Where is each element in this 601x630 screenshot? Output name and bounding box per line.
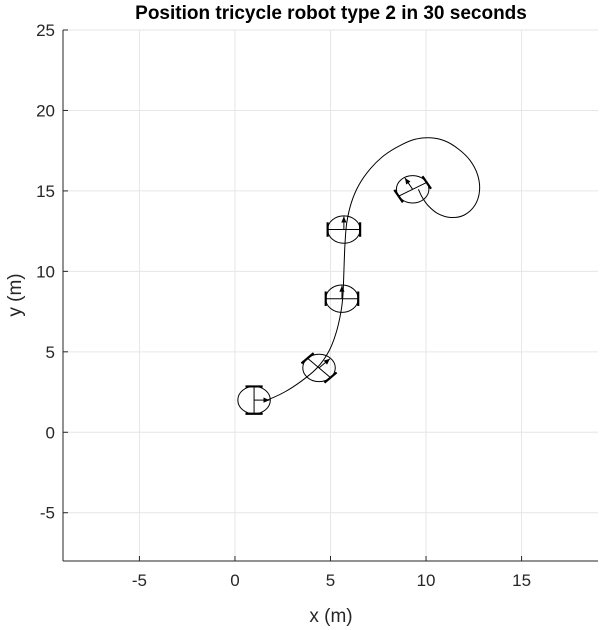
robot-heading-arrowhead	[339, 285, 345, 292]
robot-wheel	[323, 371, 338, 384]
y-tick-label: 0	[46, 423, 55, 442]
robot-pose-marker	[324, 284, 360, 313]
y-tick-label: 10	[36, 262, 55, 281]
x-tick-label: 10	[417, 571, 436, 590]
y-tick-label: -5	[40, 504, 55, 523]
x-tick-label: -5	[132, 571, 147, 590]
axes	[62, 29, 598, 562]
robot-heading-arrowhead	[404, 178, 411, 185]
robot-body-circle	[302, 353, 336, 383]
chart-title: Position tricycle robot type 2 in 30 sec…	[135, 3, 527, 24]
x-tick-label: 5	[326, 571, 335, 590]
trajectory-line	[267, 137, 481, 401]
robot-pose-marker	[393, 175, 432, 204]
robot-pose-marker	[326, 215, 362, 244]
y-tick-label: 20	[36, 101, 55, 120]
y-tick-label: 5	[46, 343, 55, 362]
x-tick-label: 15	[512, 571, 531, 590]
robot-pose-marker	[300, 352, 338, 384]
robot-pose-marker	[237, 385, 271, 415]
robot-wheel	[421, 175, 432, 190]
robot-heading-arrowhead	[323, 358, 330, 365]
tick-labels: -5 0 5 10 15 -5 0 5 10 15 20 25	[36, 21, 531, 590]
robot-wheel	[300, 352, 315, 365]
robot-body-circle	[395, 175, 430, 204]
x-axis-title: x (m)	[309, 606, 352, 627]
robot-wheel	[393, 189, 404, 204]
robot-heading-arrowhead	[341, 216, 347, 223]
robot-heading-arrowhead	[263, 397, 270, 403]
y-tick-label: 25	[36, 21, 55, 40]
y-tick-label: 15	[36, 182, 55, 201]
data	[237, 137, 481, 415]
grid	[63, 29, 598, 561]
x-tick-label: 0	[230, 571, 239, 590]
y-axis-title: y (m)	[5, 273, 26, 316]
